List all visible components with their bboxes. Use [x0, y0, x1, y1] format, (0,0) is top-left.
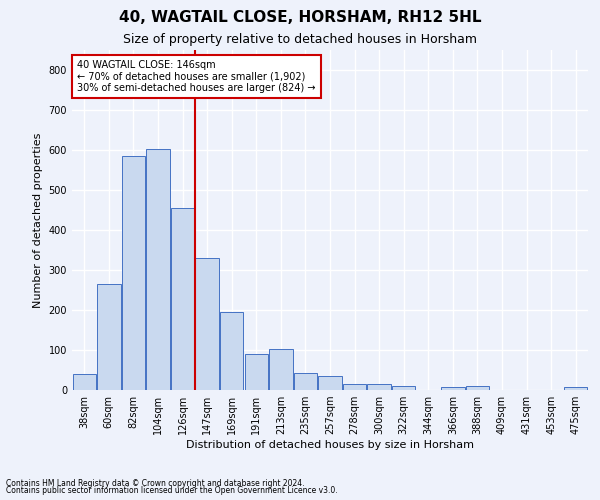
Bar	[220, 312, 244, 390]
Bar	[196, 258, 219, 390]
Bar	[343, 384, 366, 390]
Bar	[97, 284, 121, 390]
Bar	[319, 376, 341, 390]
Bar	[441, 387, 464, 390]
Bar	[564, 387, 587, 390]
Text: Contains HM Land Registry data © Crown copyright and database right 2024.: Contains HM Land Registry data © Crown c…	[6, 478, 305, 488]
Text: Size of property relative to detached houses in Horsham: Size of property relative to detached ho…	[123, 32, 477, 46]
Text: 40 WAGTAIL CLOSE: 146sqm
← 70% of detached houses are smaller (1,902)
30% of sem: 40 WAGTAIL CLOSE: 146sqm ← 70% of detach…	[77, 60, 316, 94]
Bar	[73, 374, 96, 390]
Y-axis label: Number of detached properties: Number of detached properties	[33, 132, 43, 308]
Bar	[122, 156, 145, 390]
Bar	[392, 386, 415, 390]
Bar	[146, 149, 170, 390]
X-axis label: Distribution of detached houses by size in Horsham: Distribution of detached houses by size …	[186, 440, 474, 450]
Bar	[294, 373, 317, 390]
Bar	[171, 208, 194, 390]
Bar	[245, 354, 268, 390]
Bar	[466, 386, 489, 390]
Text: 40, WAGTAIL CLOSE, HORSHAM, RH12 5HL: 40, WAGTAIL CLOSE, HORSHAM, RH12 5HL	[119, 10, 481, 25]
Text: Contains public sector information licensed under the Open Government Licence v3: Contains public sector information licen…	[6, 486, 338, 495]
Bar	[269, 349, 293, 390]
Bar	[367, 384, 391, 390]
